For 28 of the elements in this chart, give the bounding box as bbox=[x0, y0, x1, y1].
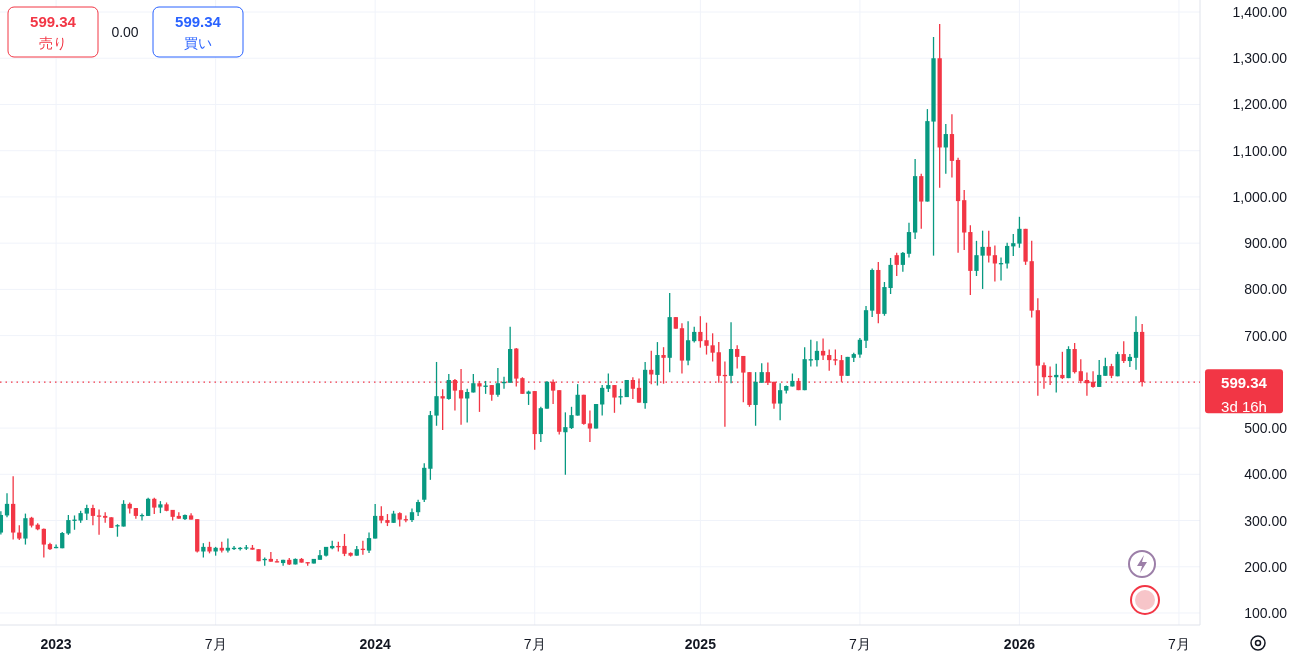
ref-line-label: 599.34 bbox=[1221, 374, 1268, 392]
y-tick-label: 1,300.00 bbox=[1232, 50, 1288, 67]
y-tick-label: 900.00 bbox=[1244, 235, 1288, 252]
x-tick-label: 7月 bbox=[849, 636, 871, 652]
y-tick-label: 700.00 bbox=[1244, 327, 1288, 344]
annotation: 0.00 bbox=[111, 24, 139, 40]
y-tick-label: 400.00 bbox=[1244, 466, 1288, 483]
y-tick-label: 1,200.00 bbox=[1232, 96, 1288, 113]
x-tick-label: 7月 bbox=[204, 636, 227, 652]
y-tick-label: 1,000.00 bbox=[1232, 188, 1288, 205]
annotation: 売り bbox=[39, 35, 67, 51]
x-tick-label: 2025 bbox=[684, 636, 717, 652]
x-tick-label: 2026 bbox=[1003, 636, 1036, 652]
x-tick-label: 2024 bbox=[359, 636, 391, 652]
annotation: 599.34 bbox=[30, 13, 77, 30]
text: 3d 16h bbox=[1221, 398, 1267, 415]
y-tick-label: 500.00 bbox=[1244, 420, 1288, 437]
x-tick-label: 7月 bbox=[523, 636, 546, 652]
y-tick-label: 1,400.00 bbox=[1232, 4, 1288, 21]
y-tick-label: 300.00 bbox=[1244, 512, 1288, 529]
annotation: 599.34 bbox=[175, 13, 222, 30]
x-tick-label: 2023 bbox=[40, 636, 72, 652]
y-tick-label: 100.00 bbox=[1244, 604, 1288, 621]
y-tick-label: 1,100.00 bbox=[1232, 142, 1288, 159]
x-tick-label: 7月 bbox=[1168, 636, 1190, 652]
y-tick-label: 800.00 bbox=[1244, 281, 1288, 298]
y-tick-label: 200.00 bbox=[1244, 558, 1288, 575]
annotation: 買い bbox=[184, 35, 212, 51]
